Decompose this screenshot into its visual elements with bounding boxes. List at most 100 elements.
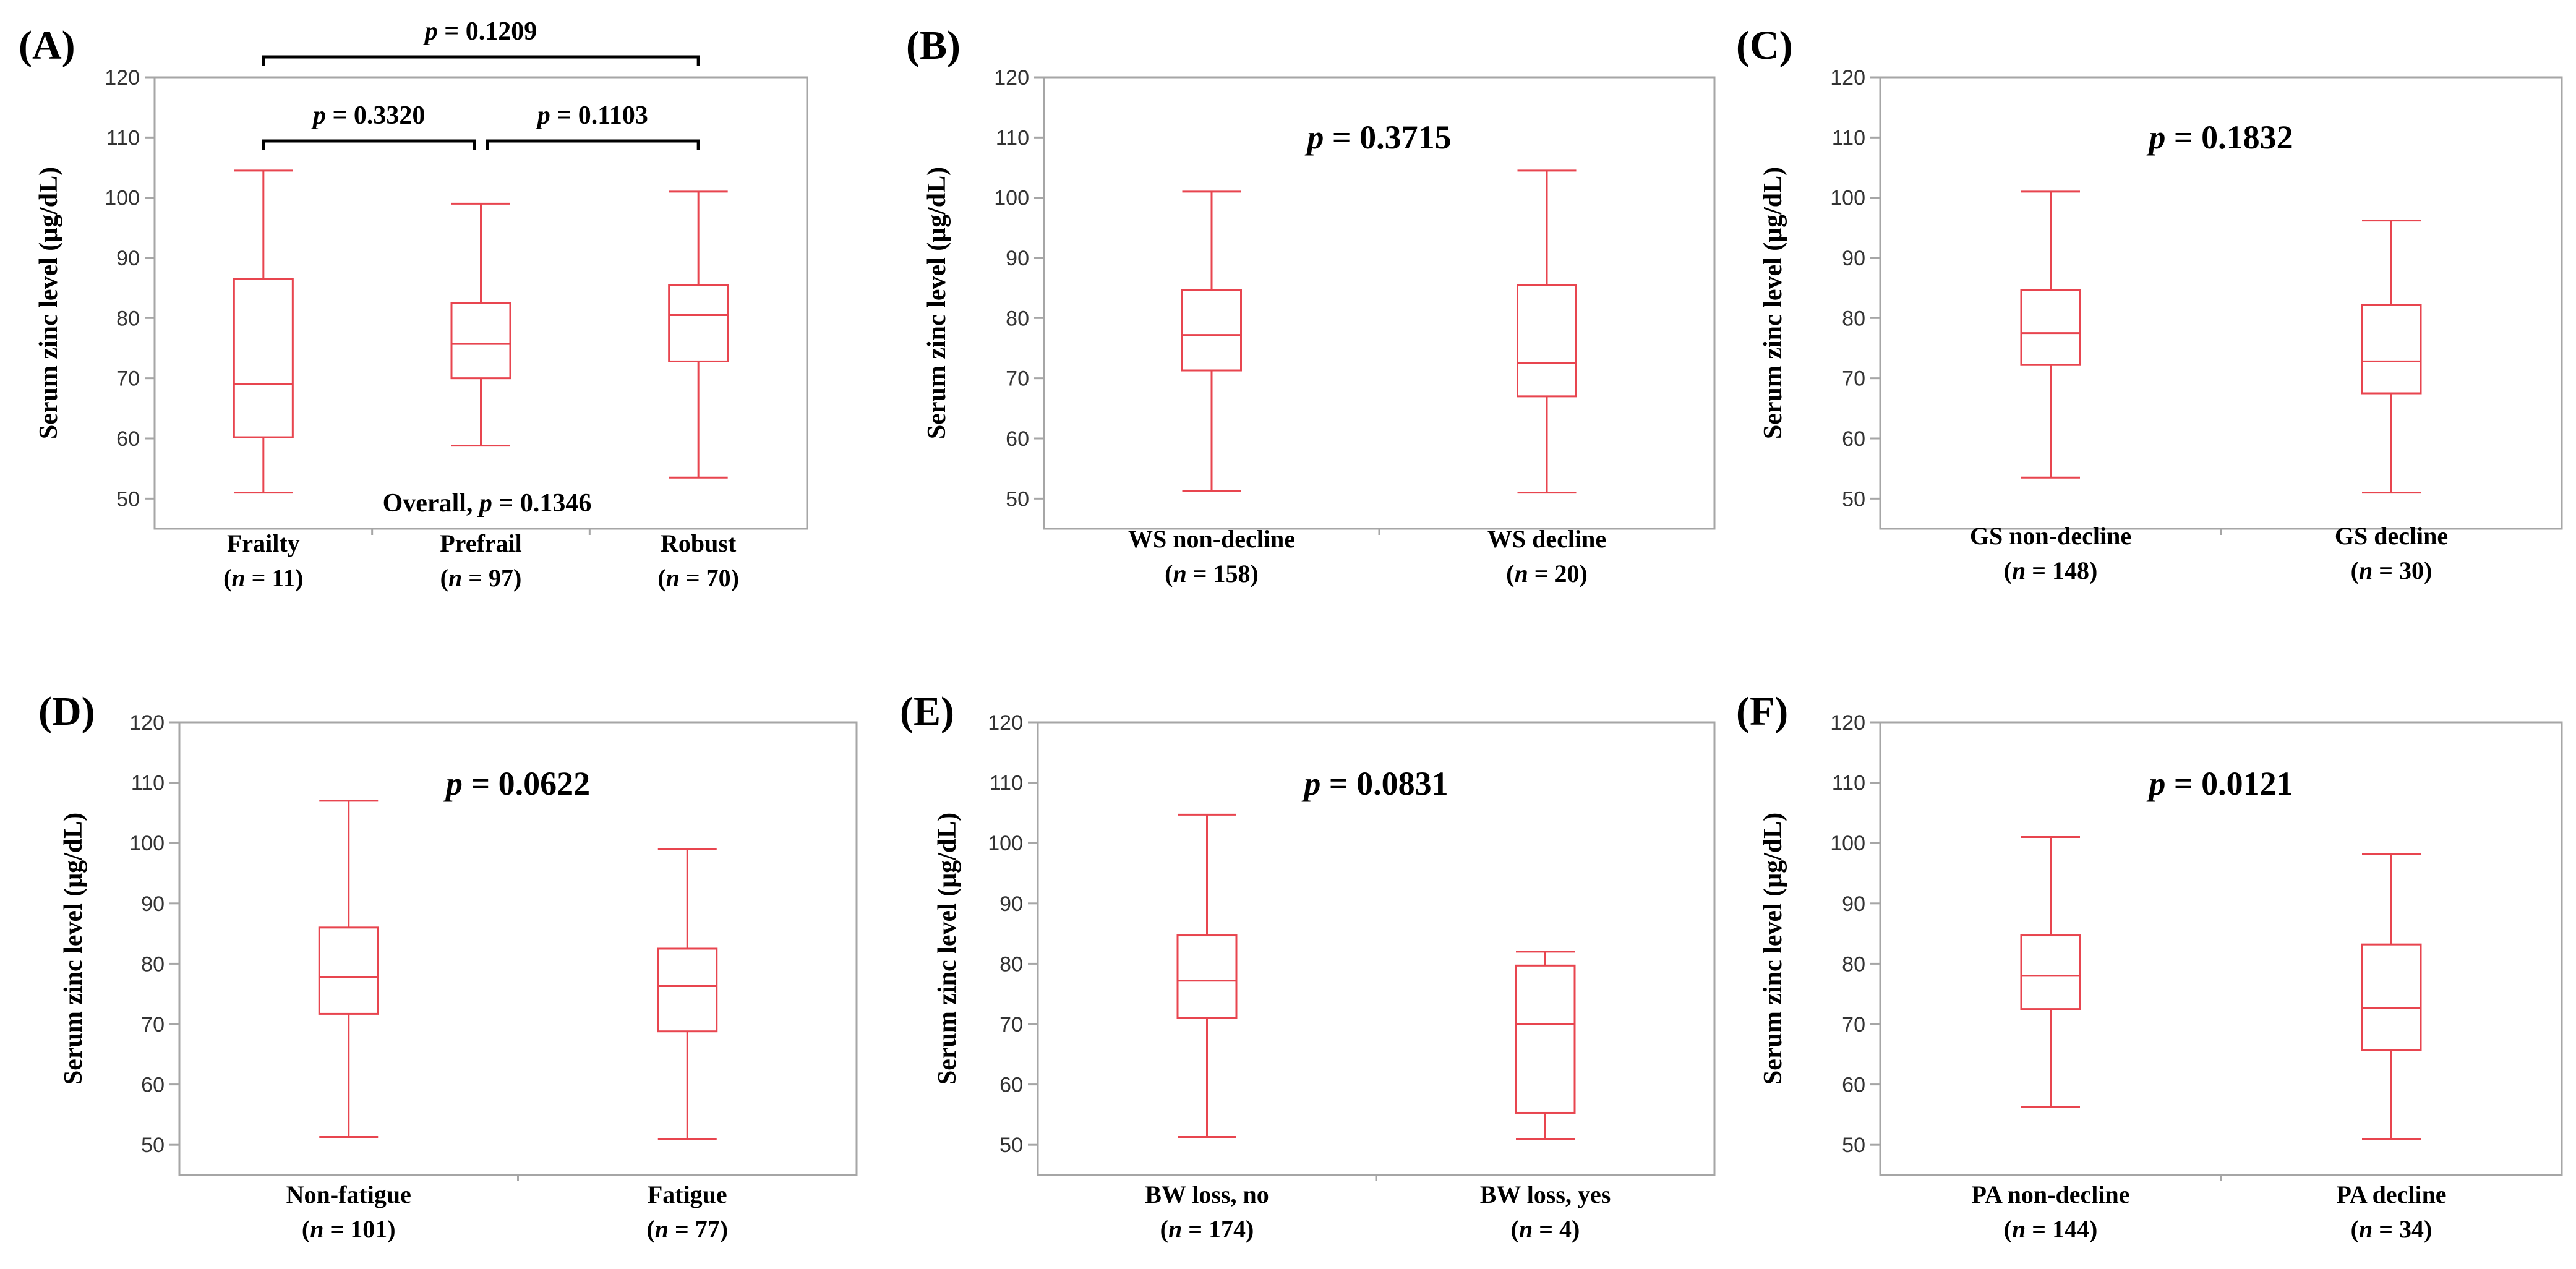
y-tick-label: 90 bbox=[1006, 247, 1029, 270]
overall-p-label: Overall, p = 0.1346 bbox=[383, 489, 592, 518]
category-label: WS decline bbox=[1487, 525, 1606, 553]
y-axis-label: Serum zinc level (μg/dL) bbox=[933, 813, 962, 1085]
p-value-label: p = 0.0121 bbox=[2146, 765, 2293, 802]
n-label-close: ) bbox=[731, 564, 739, 592]
overall-p-label-symbol: p bbox=[477, 489, 492, 518]
y-tick-label: 60 bbox=[116, 427, 140, 451]
y-tick-label: 70 bbox=[1006, 367, 1029, 391]
y-tick-label: 90 bbox=[1842, 247, 1865, 270]
n-label: (n = 101) bbox=[302, 1215, 396, 1243]
box-2 bbox=[1517, 169, 1577, 494]
y-tick-label: 50 bbox=[1842, 487, 1865, 511]
panel-label: (B) bbox=[906, 23, 961, 68]
y-tick-label: 90 bbox=[999, 892, 1023, 916]
box-1 bbox=[2020, 835, 2081, 1108]
y-tick-label: 60 bbox=[1006, 427, 1029, 451]
box-2 bbox=[1515, 951, 1576, 1140]
category-label: GS non-decline bbox=[1970, 522, 2131, 550]
y-tick-label: 70 bbox=[141, 1013, 165, 1036]
category-label: BW loss, yes bbox=[1480, 1181, 1611, 1208]
iqr-box bbox=[1515, 964, 1576, 1114]
n-value: = 148 bbox=[2026, 557, 2089, 584]
plot-frame bbox=[153, 76, 808, 530]
comparison-bracket: p = 0.3320 bbox=[262, 101, 476, 150]
n-symbol: n bbox=[2359, 557, 2373, 584]
p-value-label-value: = 0.0622 bbox=[463, 765, 590, 802]
iqr-box bbox=[1181, 289, 1242, 372]
n-value: = 20 bbox=[1528, 560, 1580, 588]
comparison-p-label-symbol: p bbox=[423, 17, 438, 46]
n-label: (n = 30) bbox=[2351, 557, 2433, 584]
iqr-box bbox=[233, 278, 294, 438]
p-value-label-value: = 0.0121 bbox=[2165, 765, 2293, 802]
panel-e: 50 60 70 80 90 100 110 120 Serum zinc level (μg/… bbox=[900, 689, 1716, 1243]
n-label-close: ) bbox=[1246, 1215, 1254, 1243]
y-tick-label: 120 bbox=[988, 711, 1023, 735]
y-tick-label: 70 bbox=[999, 1013, 1023, 1036]
n-label: (n = 70) bbox=[657, 564, 739, 592]
p-value-label: p = 0.0622 bbox=[443, 765, 590, 802]
comparison-p-label: p = 0.1209 bbox=[423, 17, 537, 46]
n-symbol: n bbox=[1514, 560, 1528, 588]
y-tick-label: 120 bbox=[1830, 711, 1865, 735]
y-tick-label: 50 bbox=[999, 1134, 1023, 1157]
panel-d: 50 60 70 80 90 100 110 120 Serum zinc level (μg/… bbox=[38, 689, 858, 1243]
bracket-line bbox=[262, 55, 700, 66]
n-symbol: n bbox=[1173, 560, 1186, 588]
category-label: PA non-decline bbox=[1972, 1181, 2130, 1208]
n-label: (n = 148) bbox=[2004, 557, 2098, 584]
y-tick-label: 110 bbox=[1832, 772, 1865, 795]
p-value-label-symbol: p bbox=[2146, 119, 2165, 156]
y-tick-label: 90 bbox=[141, 892, 165, 916]
y-axis-label: Serum zinc level (μg/dL) bbox=[35, 167, 63, 439]
panel-f: 50 60 70 80 90 100 110 120 Serum zinc level (μg/… bbox=[1736, 689, 2563, 1243]
y-tick-label: 70 bbox=[1842, 367, 1865, 391]
iqr-box bbox=[450, 302, 511, 380]
n-symbol: n bbox=[310, 1215, 323, 1243]
y-tick-label: 110 bbox=[1832, 126, 1865, 150]
n-label: (n = 20) bbox=[1506, 560, 1588, 588]
y-tick-label: 100 bbox=[129, 832, 165, 855]
n-label-close: ) bbox=[295, 564, 303, 592]
y-tick-label: 50 bbox=[1006, 487, 1029, 511]
y-tick-label: 100 bbox=[1830, 187, 1865, 210]
y-tick-label: 110 bbox=[106, 126, 140, 150]
n-value: = 77 bbox=[669, 1215, 720, 1243]
n-symbol: n bbox=[2359, 1215, 2373, 1243]
y-tick-label: 80 bbox=[1006, 307, 1029, 330]
y-axis-label: Serum zinc level (μg/dL) bbox=[1759, 813, 1787, 1085]
n-label-open: ( bbox=[2351, 1215, 2359, 1243]
n-value: = 34 bbox=[2373, 1215, 2424, 1243]
comparison-bracket: p = 0.1103 bbox=[486, 101, 700, 150]
n-label: (n = 158) bbox=[1165, 560, 1259, 588]
n-symbol: n bbox=[2012, 1215, 2026, 1243]
comparison-p-label-symbol: p bbox=[536, 101, 550, 130]
iqr-box bbox=[668, 284, 729, 362]
bracket-line bbox=[486, 139, 700, 150]
n-label-close: ) bbox=[2089, 1215, 2097, 1243]
overall-p-label-value: = 0.1346 bbox=[492, 489, 591, 518]
category-label: WS non-decline bbox=[1128, 525, 1295, 553]
category-label: Fatigue bbox=[648, 1181, 727, 1208]
n-value: = 174 bbox=[1182, 1215, 1246, 1243]
n-label: (n = 97) bbox=[440, 564, 522, 592]
iqr-box bbox=[657, 947, 718, 1033]
panel-c: 50 60 70 80 90 100 110 120 Serum zinc level (μg/… bbox=[1736, 23, 2563, 584]
n-label-close: ) bbox=[2424, 557, 2432, 584]
n-label-open: ( bbox=[440, 564, 448, 592]
n-label: (n = 4) bbox=[1511, 1215, 1580, 1243]
n-label-open: ( bbox=[1511, 1215, 1519, 1243]
category-label: GS decline bbox=[2335, 522, 2448, 550]
iqr-box bbox=[2361, 943, 2422, 1051]
n-value: = 158 bbox=[1187, 560, 1251, 588]
p-value-label-symbol: p bbox=[1304, 119, 1324, 156]
n-label-open: ( bbox=[1160, 1215, 1168, 1243]
y-tick-label: 120 bbox=[994, 66, 1029, 90]
n-label-close: ) bbox=[720, 1215, 728, 1243]
y-tick-label: 110 bbox=[990, 772, 1023, 795]
p-value-label: p = 0.1832 bbox=[2146, 119, 2293, 156]
n-label-open: ( bbox=[302, 1215, 310, 1243]
p-value-label-value: = 0.0831 bbox=[1320, 765, 1448, 802]
category-label: Robust bbox=[661, 529, 737, 557]
n-label: (n = 77) bbox=[646, 1215, 728, 1243]
